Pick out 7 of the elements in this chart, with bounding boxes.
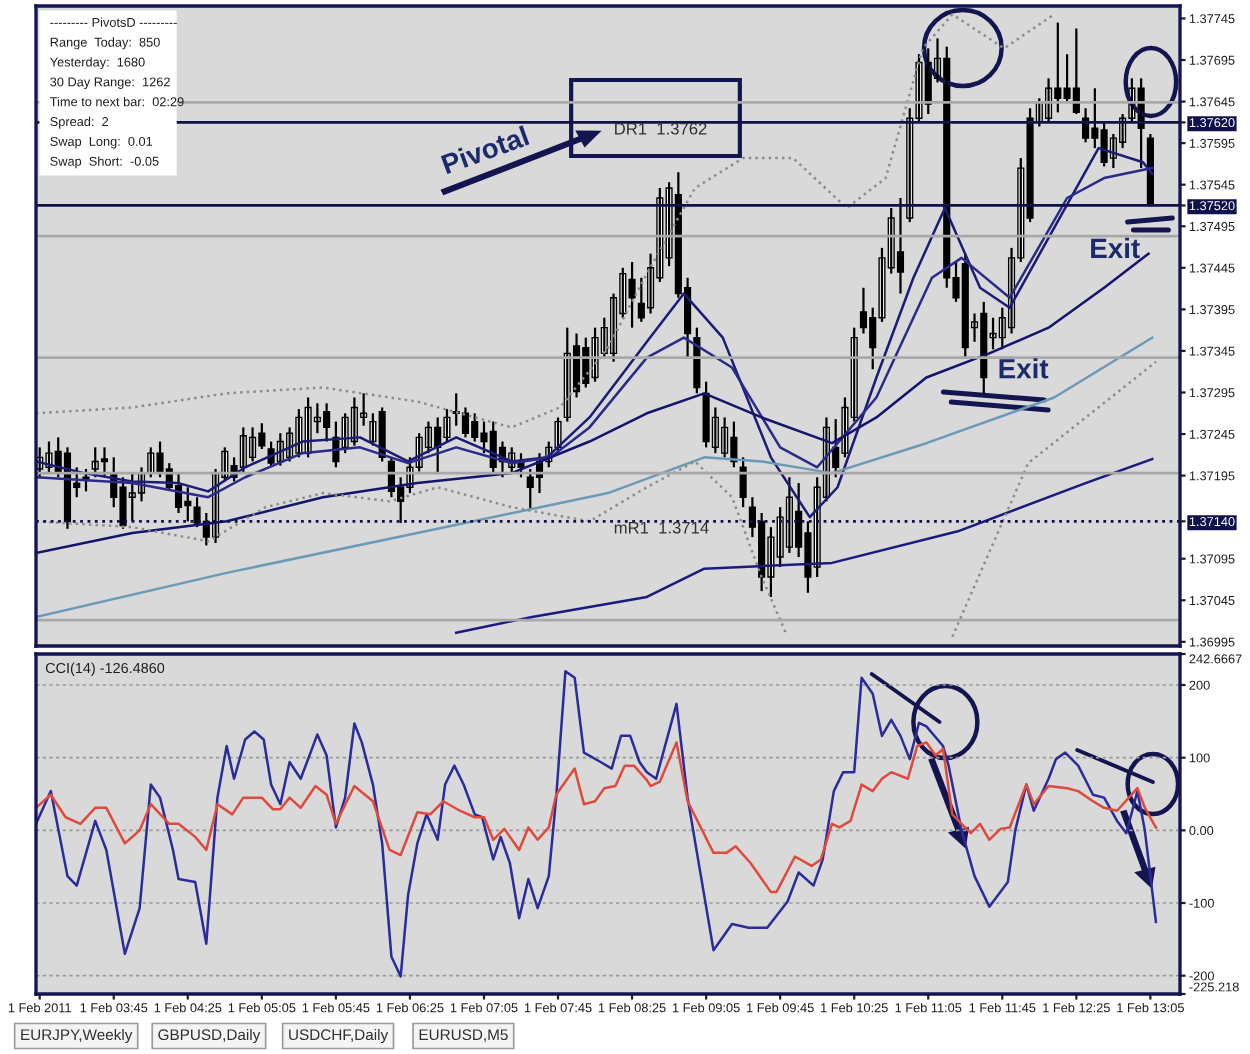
annotation: Exit bbox=[999, 358, 1049, 379]
line-series bbox=[36, 13, 1056, 429]
line-series bbox=[454, 457, 1154, 634]
annotation: Exit bbox=[1091, 237, 1140, 259]
ref-line-label: DR1 1.3762 bbox=[615, 122, 707, 135]
line-series bbox=[36, 741, 1158, 894]
ref-line-label: mR1 1.3714 bbox=[614, 521, 709, 534]
